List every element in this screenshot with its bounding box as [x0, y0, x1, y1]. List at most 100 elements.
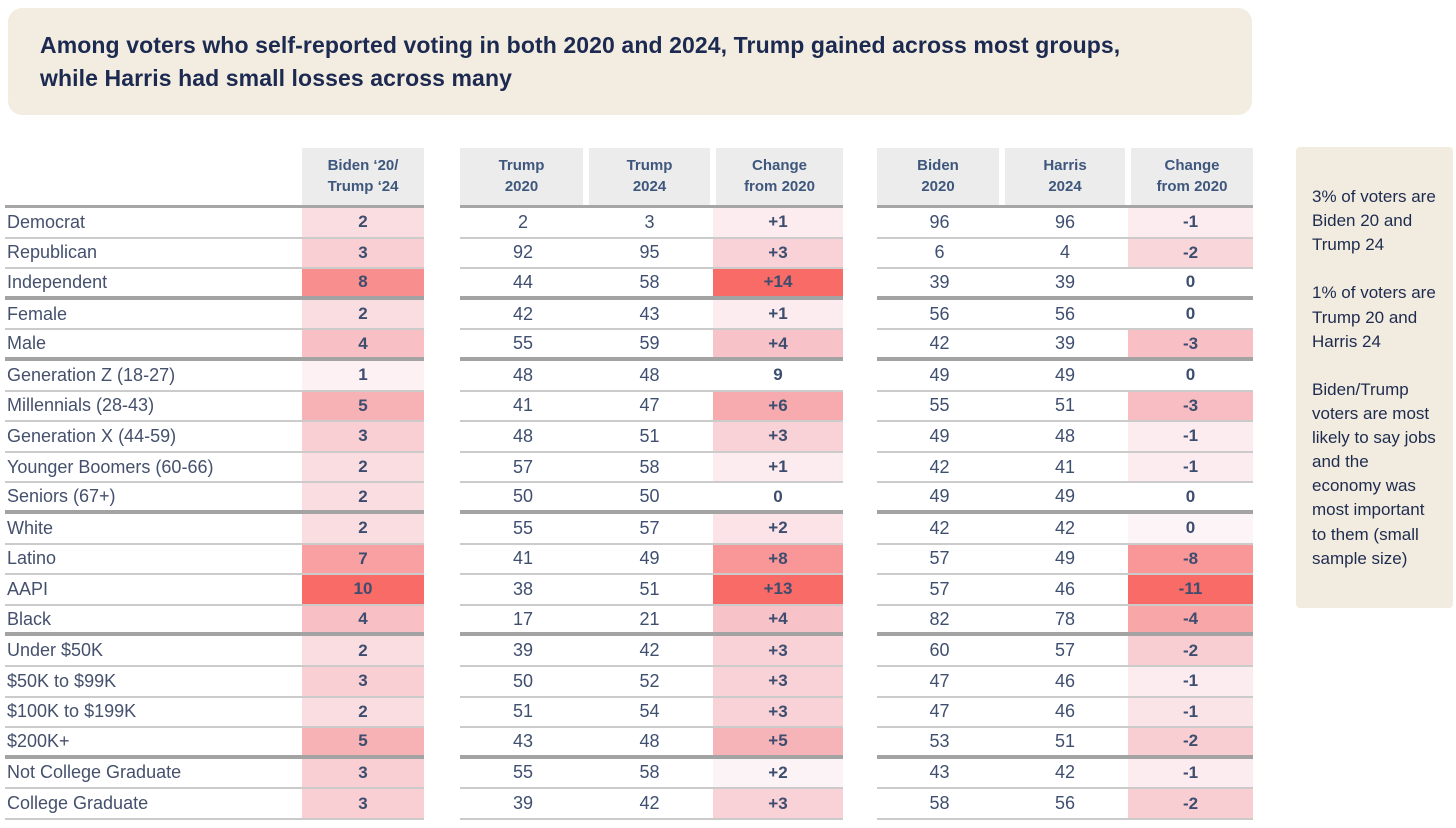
title-banner: Among voters who self-reported voting in…	[8, 8, 1252, 115]
cell-biden20-trump24: 2	[302, 697, 424, 729]
cell-harris-2024: 42	[1002, 759, 1128, 790]
row-label: Democrat	[5, 208, 302, 239]
cell-dem-change: -4	[1128, 605, 1253, 637]
cell-trump-change: +4	[713, 605, 843, 637]
cell-trump-2020: 48	[460, 361, 586, 392]
cell-trump-2020: 39	[460, 789, 586, 820]
cell-trump-2020: 51	[460, 698, 586, 729]
column-header-trump-change: Change from 2020	[713, 148, 843, 205]
cell-dem-change: -11	[1128, 575, 1253, 606]
cell-biden-2020: 47	[877, 698, 1002, 729]
row-label: Seniors (67+)	[5, 483, 302, 514]
cell-harris-2024: 56	[1002, 300, 1128, 331]
cell-trump-change: +5	[713, 728, 843, 759]
cell-harris-2024: 49	[1002, 361, 1128, 392]
cell-biden-2020: 82	[877, 606, 1002, 637]
table-group-dem: Biden 2020 Harris 2024 Change from 2020 …	[877, 148, 1253, 820]
cell-biden-2020: 55	[877, 392, 1002, 423]
row-label: White	[5, 514, 302, 545]
cell-dem-change: -2	[1128, 728, 1253, 759]
cell-biden-2020: 56	[877, 300, 1002, 331]
cell-dem-change: 0	[1128, 513, 1253, 545]
cell-harris-2024: 49	[1002, 483, 1128, 514]
cell-trump-2020: 57	[460, 453, 586, 484]
column-header-biden20-trump24: Biden ‘20/ Trump ‘24	[302, 148, 424, 205]
cell-biden20-trump24: 3	[302, 789, 424, 820]
cell-trump-2024: 42	[586, 636, 713, 667]
cell-biden-2020: 53	[877, 728, 1002, 759]
cell-trump-change: +3	[713, 422, 843, 453]
cell-trump-change: +1	[713, 452, 843, 484]
column-header-trump-2024: Trump 2024	[586, 148, 713, 205]
cell-trump-change: +3	[713, 636, 843, 667]
cell-dem-change: -3	[1128, 330, 1253, 361]
cell-biden-2020: 96	[877, 208, 1002, 239]
cell-biden-2020: 42	[877, 514, 1002, 545]
cell-trump-change: +2	[713, 513, 843, 545]
row-label: Male	[5, 330, 302, 361]
cell-trump-2024: 48	[586, 361, 713, 392]
cell-trump-2020: 48	[460, 422, 586, 453]
cell-harris-2024: 78	[1002, 606, 1128, 637]
cell-trump-change: 0	[713, 483, 843, 514]
cell-harris-2024: 51	[1002, 728, 1128, 759]
cell-trump-change: +2	[713, 758, 843, 790]
cell-trump-2020: 17	[460, 606, 586, 637]
cell-harris-2024: 57	[1002, 636, 1128, 667]
cell-biden20-trump24: 2	[302, 299, 424, 331]
cell-trump-2020: 42	[460, 300, 586, 331]
header-row-a: Biden ‘20/ Trump ‘24	[5, 148, 424, 208]
cell-trump-2020: 50	[460, 483, 586, 514]
row-label: Female	[5, 300, 302, 331]
cell-biden20-trump24: 5	[302, 728, 424, 759]
row-label: $200K+	[5, 728, 302, 759]
cell-biden-2020: 49	[877, 361, 1002, 392]
cell-dem-change: 0	[1128, 360, 1253, 392]
row-label: College Graduate	[5, 789, 302, 820]
row-label: Under $50K	[5, 636, 302, 667]
cell-biden-2020: 42	[877, 330, 1002, 361]
row-label: $50K to $99K	[5, 667, 302, 698]
cell-dem-change: 0	[1128, 483, 1253, 514]
cell-biden20-trump24: 10	[302, 575, 424, 606]
table-group-biden-trump-switchers: Biden ‘20/ Trump ‘24 Democrat 2 Republican…	[5, 148, 424, 820]
cell-trump-change: +3	[713, 666, 843, 698]
table-body-c: 96 96 -1 6 4 -2 39 39 0 56 56 0 42 39 -3 49 49 0 55 51 -3 49 4…	[877, 208, 1253, 820]
row-label: Black	[5, 606, 302, 637]
cell-trump-change: +3	[713, 789, 843, 820]
cell-biden20-trump24: 5	[302, 391, 424, 423]
cell-trump-2024: 48	[586, 728, 713, 759]
cell-trump-2020: 55	[460, 514, 586, 545]
note-trump-harris-share: 1% of voters are Trump 20 and Harris 24	[1312, 283, 1436, 351]
annotation-sidebar: 3% of voters are Biden 20 and Trump 24 1…	[1296, 147, 1453, 608]
row-label: Millennials (28-43)	[5, 392, 302, 423]
cell-biden-2020: 57	[877, 545, 1002, 576]
cell-biden-2020: 58	[877, 789, 1002, 820]
row-label: Republican	[5, 239, 302, 270]
cell-harris-2024: 46	[1002, 698, 1128, 729]
cell-trump-2020: 55	[460, 330, 586, 361]
cell-dem-change: -1	[1128, 697, 1253, 729]
cell-harris-2024: 46	[1002, 667, 1128, 698]
cell-biden20-trump24: 2	[302, 636, 424, 667]
cell-biden-2020: 42	[877, 453, 1002, 484]
cell-biden-2020: 43	[877, 759, 1002, 790]
cell-dem-change: -2	[1128, 238, 1253, 270]
cell-trump-change: +13	[713, 575, 843, 606]
row-label: Not College Graduate	[5, 759, 302, 790]
cell-trump-2024: 58	[586, 759, 713, 790]
cell-trump-2024: 58	[586, 269, 713, 300]
cell-biden20-trump24: 4	[302, 605, 424, 637]
cell-trump-change: +1	[713, 208, 843, 239]
cell-biden20-trump24: 1	[302, 360, 424, 392]
cell-biden-2020: 57	[877, 575, 1002, 606]
column-header-trump-2020: Trump 2020	[460, 148, 586, 205]
cell-trump-change: 9	[713, 360, 843, 392]
cell-harris-2024: 4	[1002, 239, 1128, 270]
cell-biden20-trump24: 2	[302, 452, 424, 484]
cell-biden20-trump24: 3	[302, 758, 424, 790]
cell-biden20-trump24: 7	[302, 544, 424, 576]
row-label: Generation X (44-59)	[5, 422, 302, 453]
cell-trump-2024: 58	[586, 453, 713, 484]
cell-harris-2024: 41	[1002, 453, 1128, 484]
